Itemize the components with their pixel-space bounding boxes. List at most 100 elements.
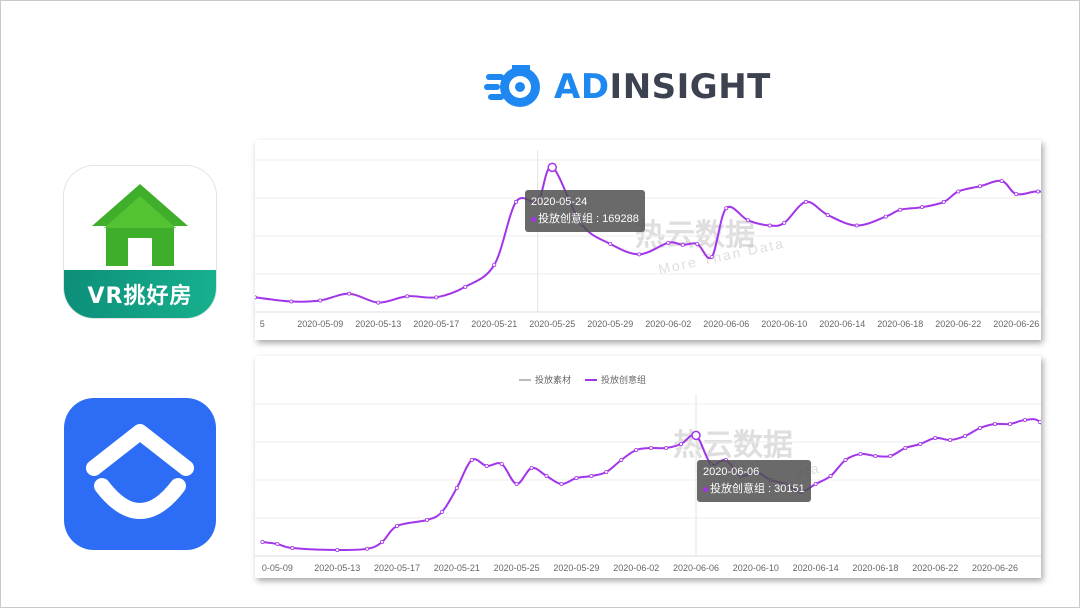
data-point[interactable] xyxy=(318,298,323,303)
legend-swatch xyxy=(519,378,531,381)
data-point[interactable] xyxy=(1007,422,1012,427)
tooltip-date: 2020-05-24 xyxy=(531,196,588,208)
highlighted-point[interactable] xyxy=(547,162,557,173)
data-point[interactable] xyxy=(347,291,352,296)
data-point[interactable] xyxy=(255,295,257,300)
data-point[interactable] xyxy=(666,240,671,245)
data-point[interactable] xyxy=(634,448,639,453)
app-name-label: VR挑好房 xyxy=(87,284,193,309)
data-point[interactable] xyxy=(978,426,983,431)
data-point[interactable] xyxy=(260,539,265,544)
data-point[interactable] xyxy=(484,464,489,469)
data-point[interactable] xyxy=(469,458,474,463)
data-point[interactable] xyxy=(290,545,295,550)
tooltip-dot xyxy=(703,486,708,492)
data-point[interactable] xyxy=(948,438,953,443)
data-point[interactable] xyxy=(544,474,549,479)
data-point[interactable] xyxy=(365,546,370,551)
data-point[interactable] xyxy=(745,218,750,223)
data-point[interactable] xyxy=(463,284,468,289)
data-point[interactable] xyxy=(920,205,925,210)
data-point[interactable] xyxy=(454,485,459,490)
data-point[interactable] xyxy=(1022,418,1027,423)
data-point[interactable] xyxy=(956,189,961,194)
app-name-band xyxy=(64,270,216,318)
tooltip-series: 投放创意组 xyxy=(538,213,593,225)
data-point[interactable] xyxy=(439,509,444,514)
data-point[interactable] xyxy=(434,295,439,300)
data-point[interactable] xyxy=(604,470,609,475)
data-point[interactable] xyxy=(873,454,878,459)
data-point[interactable] xyxy=(695,241,700,246)
x-tick-label: 2020-06-02 xyxy=(613,563,659,573)
x-tick-label: 2020-05-29 xyxy=(587,319,633,329)
data-point[interactable] xyxy=(559,482,564,487)
data-point[interactable] xyxy=(380,539,385,544)
data-point[interactable] xyxy=(993,422,998,427)
data-point[interactable] xyxy=(589,474,594,479)
data-point[interactable] xyxy=(963,434,968,439)
x-tick-label: 2020-05-17 xyxy=(413,319,459,329)
logo-insight-text: INSIGHT xyxy=(609,67,771,107)
data-point[interactable] xyxy=(709,254,714,259)
data-point[interactable] xyxy=(918,442,923,447)
data-point[interactable] xyxy=(854,223,859,228)
data-point[interactable] xyxy=(514,482,519,487)
data-point[interactable] xyxy=(424,517,429,522)
adinsight-logo: ADINSIGHT xyxy=(484,62,771,112)
data-point[interactable] xyxy=(804,199,809,204)
highlighted-point[interactable] xyxy=(691,430,701,441)
x-tick-label: 2020-05-21 xyxy=(434,563,480,573)
x-tick-label: 2020-06-06 xyxy=(703,319,749,329)
data-point[interactable] xyxy=(978,184,983,189)
data-point[interactable] xyxy=(1037,420,1041,424)
data-point[interactable] xyxy=(888,454,893,459)
data-point[interactable] xyxy=(529,466,534,471)
data-point[interactable] xyxy=(825,213,830,218)
data-point[interactable] xyxy=(619,458,624,463)
data-point[interactable] xyxy=(903,446,908,451)
data-point[interactable] xyxy=(513,199,518,204)
data-point[interactable] xyxy=(782,220,787,225)
data-point[interactable] xyxy=(649,446,654,451)
data-point[interactable] xyxy=(843,458,848,463)
data-point[interactable] xyxy=(858,452,863,457)
series-line xyxy=(255,166,1041,304)
app-icon-vr: VR挑好房 xyxy=(64,166,216,318)
line-chart-2: 0-05-09 2020-05-13 2020-05-17 2020-05-21 202… xyxy=(255,394,1041,573)
data-point[interactable] xyxy=(941,199,946,204)
data-point[interactable] xyxy=(999,178,1004,183)
data-point[interactable] xyxy=(376,300,381,305)
data-point[interactable] xyxy=(680,242,685,247)
legend-item-creative-group[interactable]: 投放创意组 xyxy=(585,373,646,386)
data-point[interactable] xyxy=(813,482,818,487)
tooltip-value: 30151 xyxy=(774,483,805,495)
data-point[interactable] xyxy=(289,299,294,304)
data-point[interactable] xyxy=(637,252,642,257)
roof-smile-icon xyxy=(86,424,194,519)
x-tick-label: 2020-05-25 xyxy=(494,563,540,573)
tooltip-date: 2020-06-06 xyxy=(703,466,760,478)
data-point[interactable] xyxy=(679,442,684,447)
data-point[interactable] xyxy=(898,207,903,212)
data-point[interactable] xyxy=(608,241,613,246)
data-point[interactable] xyxy=(933,436,938,441)
data-point[interactable] xyxy=(724,206,729,211)
data-point[interactable] xyxy=(828,474,833,479)
data-point[interactable] xyxy=(335,547,340,552)
data-point[interactable] xyxy=(499,462,504,467)
data-point[interactable] xyxy=(1036,189,1041,194)
line-chart-1: 5 2020-05-09 2020-05-13 2020-05-17 2020-05-2… xyxy=(255,150,1041,329)
data-point[interactable] xyxy=(883,214,888,219)
data-point[interactable] xyxy=(395,523,400,528)
data-point[interactable] xyxy=(664,446,669,451)
data-point[interactable] xyxy=(1014,192,1019,197)
data-point[interactable] xyxy=(767,223,772,228)
data-point[interactable] xyxy=(275,541,280,546)
data-point[interactable] xyxy=(574,476,579,481)
data-point[interactable] xyxy=(405,294,410,299)
data-point[interactable] xyxy=(492,262,497,267)
x-tick-label: 2020-05-21 xyxy=(471,319,517,329)
x-tick-label: 0-05-09 xyxy=(262,563,293,573)
legend-item-material[interactable]: 投放素材 xyxy=(519,373,571,386)
